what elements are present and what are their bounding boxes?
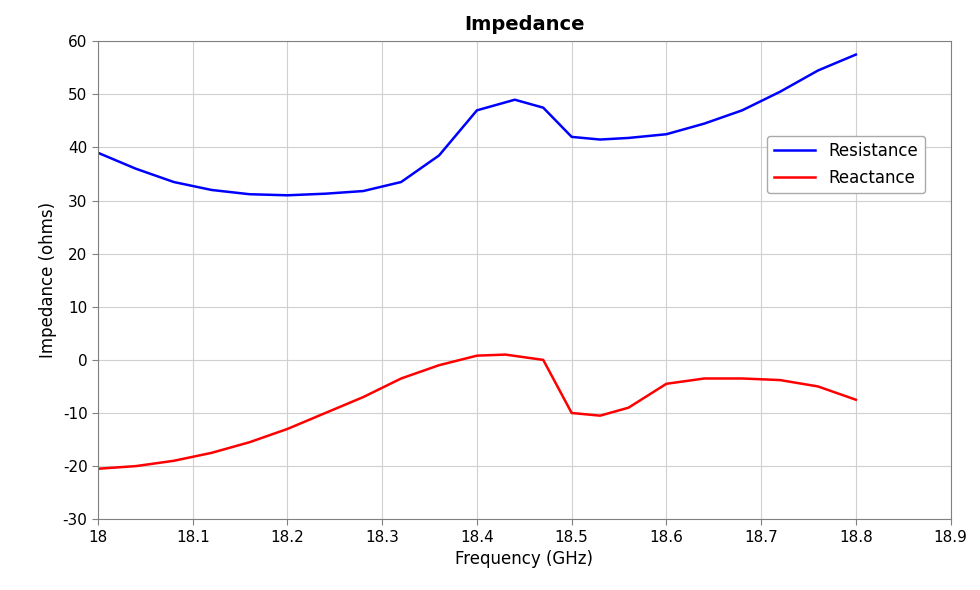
Reactance bbox=[661, 380, 672, 387]
Resistance bbox=[395, 178, 407, 185]
Reactance bbox=[736, 375, 748, 382]
Reactance bbox=[319, 409, 331, 417]
Resistance bbox=[594, 136, 606, 143]
Resistance bbox=[537, 104, 549, 111]
Resistance bbox=[130, 165, 142, 172]
Reactance bbox=[774, 376, 786, 384]
Line: Resistance: Resistance bbox=[98, 54, 856, 195]
Resistance bbox=[774, 88, 786, 95]
Reactance bbox=[281, 425, 293, 432]
Resistance bbox=[812, 67, 824, 74]
Resistance bbox=[509, 96, 520, 103]
Reactance bbox=[850, 396, 861, 404]
X-axis label: Frequency (GHz): Frequency (GHz) bbox=[456, 550, 593, 568]
Resistance bbox=[168, 178, 179, 185]
Reactance bbox=[130, 463, 142, 470]
Resistance bbox=[622, 135, 634, 142]
Reactance bbox=[433, 362, 445, 369]
Reactance bbox=[622, 404, 634, 411]
Resistance bbox=[281, 192, 293, 199]
Resistance bbox=[92, 149, 104, 156]
Resistance bbox=[433, 152, 445, 159]
Resistance bbox=[358, 188, 369, 195]
Legend: Resistance, Reactance: Resistance, Reactance bbox=[767, 136, 925, 194]
Reactance bbox=[358, 394, 369, 401]
Resistance bbox=[319, 190, 331, 197]
Resistance bbox=[471, 107, 483, 114]
Resistance bbox=[565, 133, 577, 140]
Reactance bbox=[244, 439, 256, 446]
Reactance bbox=[395, 375, 407, 382]
Resistance bbox=[850, 51, 861, 58]
Resistance bbox=[661, 130, 672, 137]
Resistance bbox=[699, 120, 710, 127]
Reactance bbox=[471, 352, 483, 359]
Reactance bbox=[699, 375, 710, 382]
Title: Impedance: Impedance bbox=[465, 15, 584, 34]
Line: Reactance: Reactance bbox=[98, 355, 856, 468]
Resistance bbox=[206, 186, 218, 194]
Reactance bbox=[594, 412, 606, 419]
Reactance bbox=[500, 351, 512, 358]
Resistance bbox=[736, 107, 748, 114]
Reactance bbox=[565, 409, 577, 417]
Reactance bbox=[92, 465, 104, 472]
Y-axis label: Impedance (ohms): Impedance (ohms) bbox=[39, 202, 57, 358]
Reactance bbox=[537, 356, 549, 363]
Reactance bbox=[206, 450, 218, 457]
Reactance bbox=[812, 383, 824, 390]
Resistance bbox=[244, 191, 256, 198]
Reactance bbox=[168, 457, 179, 464]
